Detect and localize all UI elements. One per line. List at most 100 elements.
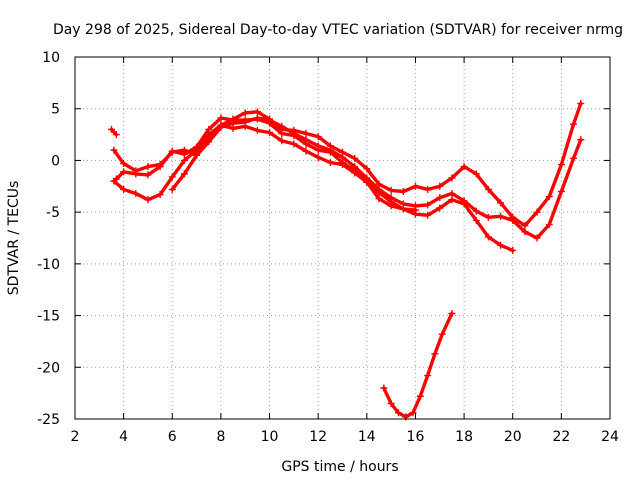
chart-title: Day 298 of 2025, Sidereal Day-to-day VTE… <box>53 22 623 38</box>
data-point <box>326 158 334 166</box>
data-point <box>387 399 395 407</box>
data-point <box>416 392 424 400</box>
data-point <box>241 116 249 124</box>
series-line <box>114 116 418 212</box>
data-point <box>472 170 480 178</box>
y-tick-label: -15 <box>37 309 60 325</box>
data-point <box>570 120 578 128</box>
data-point <box>411 206 419 214</box>
data-point <box>351 167 359 175</box>
data-point <box>120 168 128 176</box>
x-tick-label: 22 <box>552 429 570 445</box>
data-point <box>557 187 565 195</box>
data-point <box>290 140 298 148</box>
x-tick-label: 14 <box>358 429 376 445</box>
data-point <box>472 216 480 224</box>
data-point <box>521 228 529 236</box>
data-point <box>387 202 395 210</box>
x-tick-label: 12 <box>309 429 327 445</box>
data-point <box>302 140 310 148</box>
data-point <box>363 178 371 186</box>
data-point <box>180 150 188 158</box>
data-point <box>460 163 468 171</box>
y-tick-label: 5 <box>51 102 60 118</box>
data-point <box>339 158 346 166</box>
data-point <box>570 154 578 162</box>
data-point <box>448 190 456 198</box>
data-point <box>399 205 407 213</box>
series-group <box>107 100 585 421</box>
data-point <box>110 146 118 154</box>
data-point <box>107 125 115 133</box>
series-track-6 <box>107 125 120 139</box>
data-point <box>253 126 261 134</box>
data-point <box>394 409 402 417</box>
series-line <box>382 311 454 419</box>
plot-frame <box>74 56 611 420</box>
data-point <box>193 151 201 159</box>
data-point <box>497 241 505 249</box>
data-point <box>448 174 456 182</box>
data-point <box>168 185 176 193</box>
y-tick-label: -20 <box>37 360 60 376</box>
x-tick-label: 4 <box>119 429 128 445</box>
data-point <box>241 122 249 130</box>
data-point <box>436 204 444 212</box>
data-point <box>205 136 213 144</box>
data-point <box>266 129 274 137</box>
data-point <box>509 246 517 254</box>
data-point <box>253 108 261 116</box>
data-point <box>436 194 444 202</box>
data-point <box>399 187 407 195</box>
y-tick-label: 10 <box>42 50 60 66</box>
data-point <box>545 221 553 229</box>
data-point <box>314 153 322 161</box>
data-point <box>314 133 322 141</box>
data-point <box>533 234 541 242</box>
data-point <box>229 124 237 132</box>
data-point <box>424 211 432 219</box>
data-point <box>132 190 140 198</box>
data-point <box>545 193 553 201</box>
data-point <box>217 121 225 129</box>
data-point <box>339 148 346 156</box>
x-tick-label: 10 <box>261 429 279 445</box>
data-point <box>156 163 164 171</box>
data-point <box>180 156 188 164</box>
data-point <box>290 126 298 134</box>
x-tick-label: 6 <box>168 429 177 445</box>
data-point <box>497 212 505 220</box>
x-axis-ticks: 2 4 6 8 10 12 14 16 18 20 22 24 <box>71 57 619 445</box>
x-axis-label: GPS time / hours <box>281 459 398 475</box>
y-axis-ticks: -25 -20 -15 -10 -5 0 5 10 <box>37 50 610 428</box>
data-point <box>438 330 446 338</box>
x-tick-label: 24 <box>601 429 619 445</box>
x-tick-label: 16 <box>407 429 425 445</box>
data-point <box>278 137 286 145</box>
data-point <box>278 125 286 133</box>
data-point <box>314 146 322 154</box>
data-point <box>229 115 237 123</box>
data-point <box>409 409 417 417</box>
data-point <box>120 185 128 193</box>
data-point <box>436 182 444 190</box>
y-axis-label: SDTVAR / TECUs <box>6 181 22 296</box>
y-tick-label: 0 <box>51 153 60 169</box>
data-point <box>180 170 188 178</box>
data-point <box>112 131 120 139</box>
x-tick-label: 20 <box>504 429 522 445</box>
data-point <box>380 384 388 392</box>
data-point <box>484 233 492 241</box>
data-point <box>375 188 383 196</box>
data-point <box>484 213 492 221</box>
series-line <box>112 123 515 253</box>
series-track-5 <box>380 310 456 421</box>
data-point <box>448 196 456 204</box>
data-point <box>302 130 310 138</box>
data-point <box>497 199 505 207</box>
data-point <box>302 147 310 155</box>
data-point <box>431 350 439 358</box>
data-point <box>424 185 432 193</box>
data-point <box>253 115 261 123</box>
